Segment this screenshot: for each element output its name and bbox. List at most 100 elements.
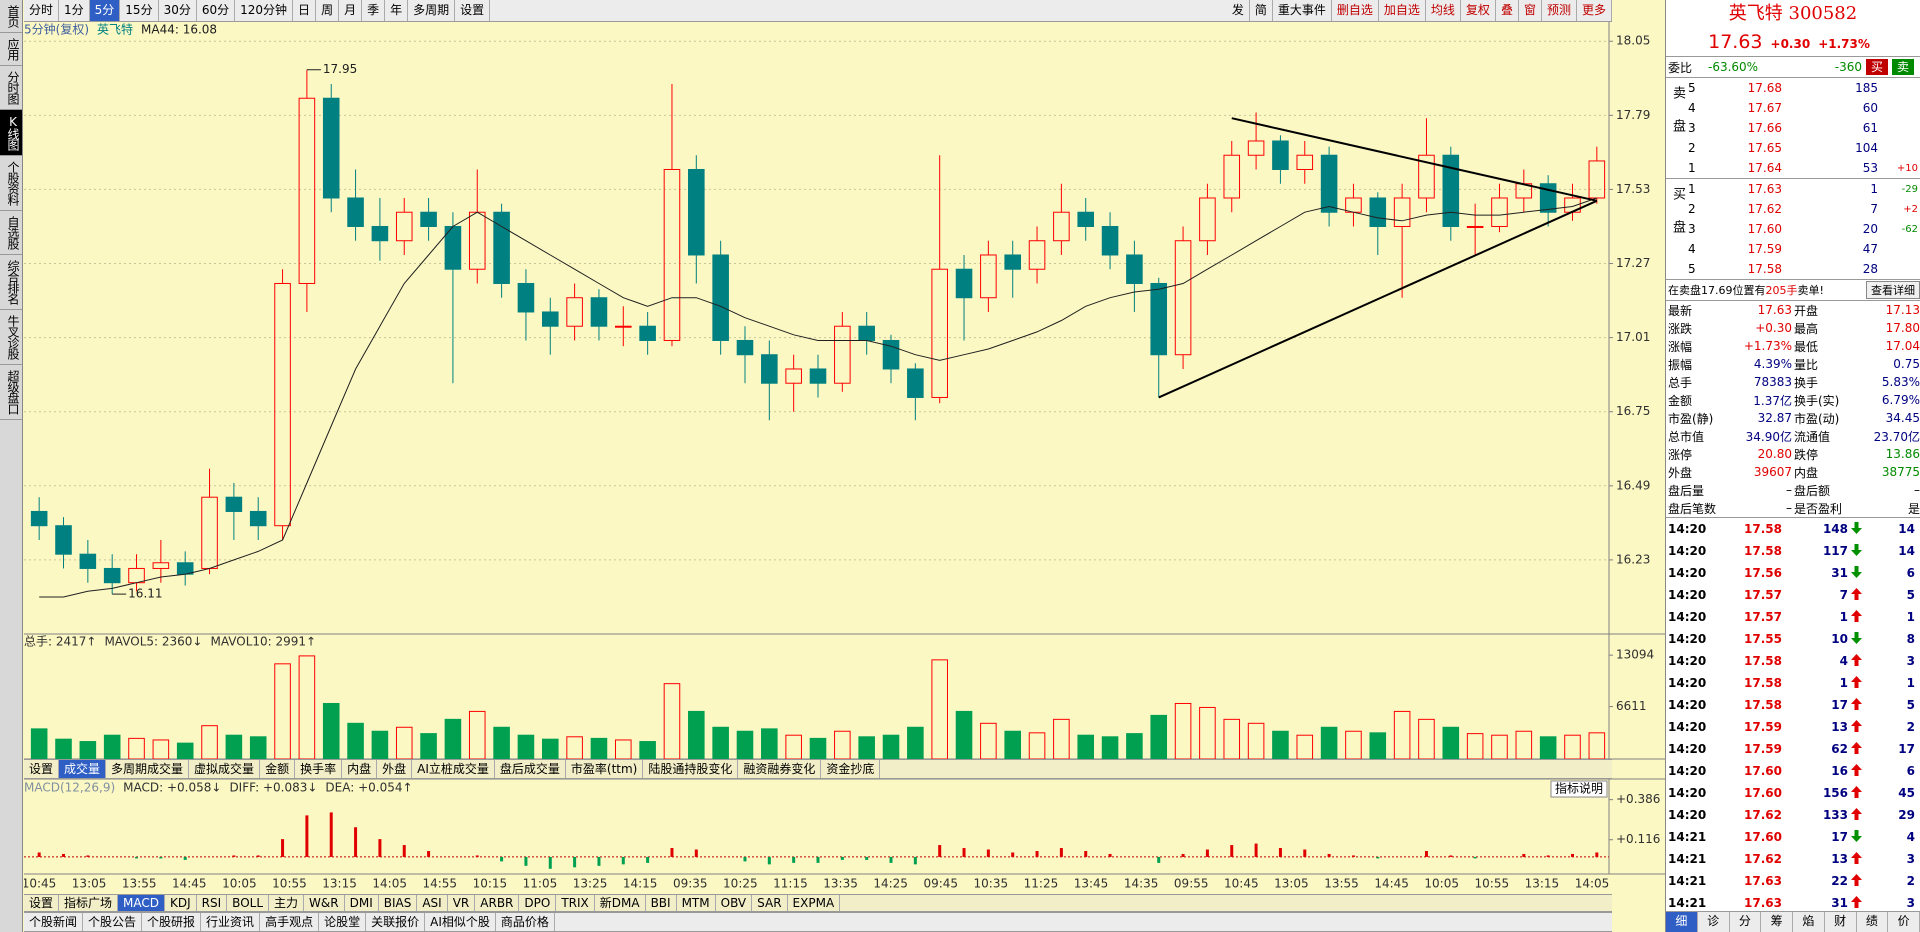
- tab[interactable]: 内盘: [342, 760, 378, 778]
- tab[interactable]: 个股研报: [142, 913, 202, 931]
- period-tab[interactable]: 30分: [159, 0, 197, 21]
- tab[interactable]: 虚拟成交量: [189, 760, 261, 778]
- tool-button[interactable]: 叠: [1496, 0, 1519, 21]
- period-tab[interactable]: 120分钟: [235, 0, 294, 21]
- sidebar-item[interactable]: 应用: [0, 33, 22, 66]
- tab[interactable]: MACD: [118, 895, 166, 911]
- candle-body: [1320, 154, 1338, 213]
- period-tab[interactable]: 5分: [89, 0, 121, 21]
- book-volume: 20: [1862, 222, 1878, 236]
- quote-tab[interactable]: 诊: [1698, 912, 1730, 932]
- tab[interactable]: ASI: [417, 895, 448, 911]
- tab[interactable]: W&R: [304, 895, 345, 911]
- arrow-shape: [1851, 785, 1862, 798]
- tab[interactable]: OBV: [716, 895, 753, 911]
- tool-button[interactable]: 加自选: [1379, 0, 1426, 21]
- tab[interactable]: BBI: [646, 895, 677, 911]
- tab[interactable]: 资金抄底: [821, 760, 881, 778]
- tab[interactable]: VR: [448, 895, 476, 911]
- tab[interactable]: 关联报价: [366, 913, 426, 931]
- quote-tab[interactable]: 财: [1825, 912, 1857, 932]
- sidebar-item[interactable]: 牛叉诊股: [0, 310, 22, 365]
- tool-button[interactable]: 更多: [1577, 0, 1612, 21]
- book-row: 4 17.67 60: [1666, 98, 1920, 118]
- sidebar-item[interactable]: K线图: [0, 110, 22, 156]
- quote-tab[interactable]: 筹: [1761, 912, 1793, 932]
- detail-link[interactable]: 查看详细: [1866, 281, 1920, 299]
- period-tab[interactable]: 多周期: [408, 0, 456, 21]
- period-tab[interactable]: 季: [362, 0, 386, 21]
- quote-tab[interactable]: 焰: [1793, 912, 1825, 932]
- tool-button[interactable]: 预测: [1542, 0, 1577, 21]
- tool-button[interactable]: 均线: [1426, 0, 1461, 21]
- quote-tab[interactable]: 分: [1730, 912, 1762, 932]
- sidebar-item[interactable]: 个股资料: [0, 156, 22, 211]
- quote-tab[interactable]: 细: [1666, 912, 1698, 932]
- tool-button[interactable]: 发: [1227, 0, 1250, 21]
- candle-body: [615, 325, 632, 328]
- tab[interactable]: BOLL: [227, 895, 270, 911]
- quote-tab[interactable]: 价: [1888, 912, 1920, 932]
- sell-button[interactable]: 卖: [1892, 59, 1914, 75]
- tab[interactable]: 论股堂: [319, 913, 367, 931]
- tab[interactable]: ARBR: [475, 895, 520, 911]
- period-tab[interactable]: 日: [293, 0, 317, 21]
- sidebar-item[interactable]: 综合排名: [0, 255, 22, 310]
- quote-tabs: 细诊分筹焰财绩价: [1666, 911, 1920, 932]
- period-tab[interactable]: 分时: [24, 0, 60, 21]
- tab[interactable]: KDJ: [165, 895, 197, 911]
- period-tab[interactable]: 月: [339, 0, 363, 21]
- tab[interactable]: 设置: [24, 760, 60, 778]
- tab[interactable]: 外盘: [377, 760, 413, 778]
- tab[interactable]: 个股新闻: [24, 913, 84, 931]
- period-tab[interactable]: 1分: [59, 0, 90, 21]
- buy-button[interactable]: 买: [1866, 59, 1888, 75]
- tool-button[interactable]: 窗: [1519, 0, 1542, 21]
- tab[interactable]: 盘后成交量: [495, 760, 566, 778]
- tool-button[interactable]: 删自选: [1332, 0, 1379, 21]
- tab[interactable]: 陆股通持股变化: [643, 760, 739, 778]
- tab[interactable]: 融资融券变化: [738, 760, 822, 778]
- tab[interactable]: 指标广场: [59, 895, 119, 911]
- tab[interactable]: AI立桩成交量: [412, 760, 495, 778]
- candle-body: [395, 211, 413, 242]
- tab[interactable]: AI相似个股: [425, 913, 496, 931]
- period-tab[interactable]: 15分: [120, 0, 159, 21]
- period-tab[interactable]: 周: [316, 0, 340, 21]
- tab[interactable]: 商品价格: [496, 913, 555, 931]
- tab[interactable]: 金额: [260, 760, 296, 778]
- tab[interactable]: 行业资讯: [201, 913, 261, 931]
- tab[interactable]: 多周期成交量: [106, 760, 190, 778]
- sidebar-item[interactable]: 首页: [0, 0, 22, 33]
- tab[interactable]: 个股公告: [83, 913, 143, 931]
- tab[interactable]: RSI: [197, 895, 228, 911]
- tab[interactable]: 新DMA: [595, 895, 646, 911]
- tab[interactable]: 换手率: [295, 760, 343, 778]
- quote-tab[interactable]: 绩: [1857, 912, 1889, 932]
- sidebar-item[interactable]: 分时图: [0, 66, 22, 110]
- tab[interactable]: BIAS: [379, 895, 418, 911]
- tab[interactable]: 市盈率(ttm): [566, 760, 644, 778]
- tab[interactable]: MTM: [677, 895, 716, 911]
- help-button[interactable]: [1550, 780, 1608, 798]
- tool-button[interactable]: 重大事件: [1273, 0, 1332, 21]
- period-tab[interactable]: 年: [385, 0, 409, 21]
- tool-button[interactable]: 简: [1250, 0, 1273, 21]
- period-tab[interactable]: 60分: [197, 0, 236, 21]
- tick-volume: 17: [1831, 698, 1848, 712]
- tab[interactable]: DPO: [519, 895, 557, 911]
- stat-label: 开盘: [1794, 303, 1819, 318]
- tab[interactable]: 设置: [24, 895, 60, 911]
- tool-button[interactable]: 复权: [1461, 0, 1496, 21]
- tab[interactable]: DMI: [345, 895, 379, 911]
- tab[interactable]: TRIX: [556, 895, 595, 911]
- tab[interactable]: SAR: [752, 895, 788, 911]
- tab[interactable]: EXPMA: [788, 895, 841, 911]
- tab[interactable]: 高手观点: [260, 913, 320, 931]
- tab[interactable]: 主力: [269, 895, 305, 911]
- x-tick-label: 14:55: [422, 877, 457, 891]
- sidebar-item[interactable]: 超级盘口: [0, 365, 22, 420]
- period-tab[interactable]: 设置: [455, 0, 491, 21]
- sidebar-item[interactable]: 自选股: [0, 211, 22, 255]
- tab[interactable]: 成交量: [59, 760, 107, 778]
